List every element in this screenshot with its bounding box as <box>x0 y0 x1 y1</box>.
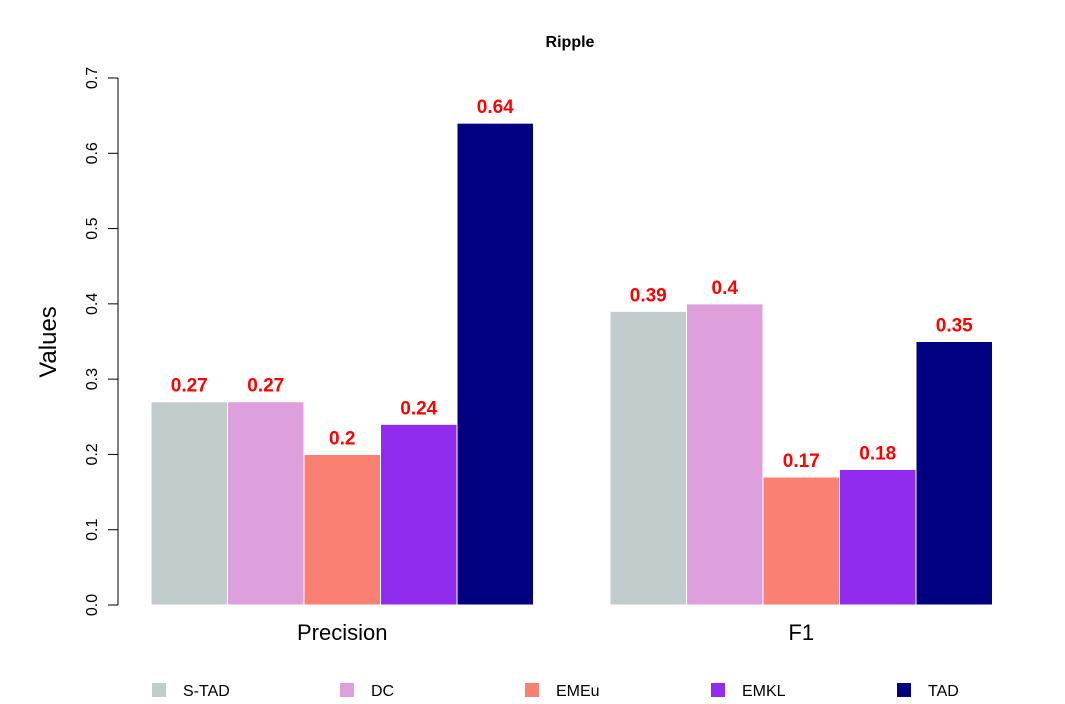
legend-label: DC <box>371 683 394 700</box>
bar-dc-precision <box>227 401 305 606</box>
y-tick-label: 0.4 <box>84 293 101 315</box>
bar-emeu-precision <box>303 453 381 606</box>
bars <box>150 122 993 606</box>
legend-label: S-TAD <box>183 683 230 700</box>
legend-label: EMKL <box>742 683 786 700</box>
data-label: 0.4 <box>712 278 739 299</box>
legend-swatch <box>525 683 539 697</box>
bar-emkl-f1 <box>839 468 917 606</box>
data-label: 0.27 <box>247 376 284 397</box>
y-tick-label: 0.1 <box>84 518 101 540</box>
data-label: 0.2 <box>329 428 355 449</box>
data-label: 0.64 <box>477 97 514 118</box>
chart-title: Ripple <box>546 34 595 51</box>
category-labels: Precision F1 <box>297 620 814 645</box>
bar-tad-f1 <box>915 341 993 606</box>
y-tick-label: 0.2 <box>84 443 101 465</box>
data-label: 0.24 <box>400 398 437 419</box>
y-tick-label: 0.6 <box>84 142 101 164</box>
bar-tad-precision <box>456 122 534 606</box>
data-label: 0.17 <box>783 451 820 472</box>
bar-s-tad-precision <box>150 401 228 606</box>
bar-s-tad-f1 <box>609 310 687 606</box>
data-label: 0.35 <box>936 316 973 337</box>
y-tick-label: 0.0 <box>84 594 101 616</box>
bar-emkl-precision <box>380 423 458 606</box>
data-label: 0.18 <box>859 443 896 464</box>
legend-swatch <box>711 683 725 697</box>
legend-label: TAD <box>928 683 959 700</box>
legend-swatch <box>152 683 166 697</box>
legend-swatch <box>897 683 911 697</box>
legend: S-TAD DC EMEu EMKL TAD <box>152 683 959 700</box>
bar-emeu-f1 <box>762 476 840 606</box>
data-labels: 0.27 0.27 0.2 0.24 0.64 0.39 0.4 0.17 0.18 0.35 <box>171 97 973 472</box>
y-axis: 0.0 0.1 0.2 0.3 0.4 0.5 0.6 0.7 <box>84 67 119 616</box>
y-tick-label: 0.7 <box>84 67 101 89</box>
category-label: Precision <box>297 620 387 645</box>
legend-label: EMEu <box>556 683 600 700</box>
y-tick-label: 0.3 <box>84 368 101 390</box>
y-tick-label: 0.5 <box>84 217 101 239</box>
data-label: 0.39 <box>630 285 667 306</box>
category-label: F1 <box>788 620 814 645</box>
bar-dc-f1 <box>686 303 764 606</box>
legend-swatch <box>340 683 354 697</box>
data-label: 0.27 <box>171 376 208 397</box>
y-axis-label: Values <box>35 306 62 378</box>
